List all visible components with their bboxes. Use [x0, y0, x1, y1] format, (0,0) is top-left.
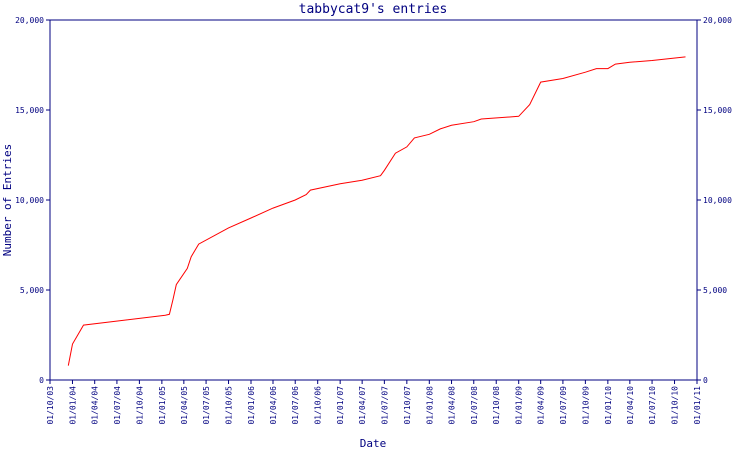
x-tick-label: 01/04/08	[448, 386, 457, 425]
x-tick-label: 01/04/07	[358, 386, 367, 425]
x-tick-label: 01/07/06	[291, 386, 300, 425]
y2-tick-label: 20,000	[703, 16, 732, 25]
x-tick-label: 01/01/10	[604, 386, 613, 425]
y2-tick-label: 10,000	[703, 196, 732, 205]
x-tick-label: 01/01/09	[515, 386, 524, 425]
x-tick-label: 01/01/06	[247, 386, 256, 425]
x-tick-label: 01/10/04	[135, 386, 144, 425]
y-tick-label: 20,000	[15, 16, 44, 25]
x-tick-label: 01/01/07	[336, 386, 345, 425]
y-tick-label: 15,000	[15, 106, 44, 115]
x-tick-label: 01/04/05	[180, 386, 189, 425]
x-tick-label: 01/07/05	[202, 386, 211, 425]
x-tick-label: 01/10/05	[225, 386, 234, 425]
x-tick-label: 01/04/10	[626, 386, 635, 425]
x-tick-label: 01/01/05	[158, 386, 167, 425]
x-tick-label: 01/10/08	[492, 386, 501, 425]
x-tick-label: 01/07/10	[648, 386, 657, 425]
x-tick-label: 01/01/08	[425, 386, 434, 425]
x-tick-label: 01/04/09	[537, 386, 546, 425]
x-tick-label: 01/07/04	[113, 386, 122, 425]
x-tick-label: 01/01/04	[68, 386, 77, 425]
y2-tick-label: 15,000	[703, 106, 732, 115]
y-axis-label: Number of Entries	[1, 144, 14, 257]
y2-tick-label: 5,000	[703, 286, 727, 295]
y2-tick-label: 0	[703, 376, 708, 385]
x-tick-label: 01/07/07	[380, 386, 389, 425]
x-tick-label: 01/10/09	[581, 386, 590, 425]
x-tick-label: 01/10/07	[403, 386, 412, 425]
y-tick-label: 0	[39, 376, 44, 385]
x-tick-label: 01/04/04	[91, 386, 100, 425]
plot-frame	[49, 19, 698, 381]
x-tick-label: 01/04/06	[269, 386, 278, 425]
x-tick-label: 01/01/11	[693, 386, 702, 425]
y-tick-label: 10,000	[15, 196, 44, 205]
x-tick-label: 01/10/03	[46, 386, 55, 425]
y-tick-label: 5,000	[20, 286, 44, 295]
x-axis-label: Date	[360, 437, 387, 450]
x-tick-label: 01/10/10	[671, 386, 680, 425]
x-tick-label: 01/07/09	[559, 386, 568, 425]
data-line	[67, 56, 686, 366]
chart-title: tabbycat9's entries	[299, 2, 448, 17]
x-tick-label: 01/10/06	[314, 386, 323, 425]
x-tick-label: 01/07/08	[470, 386, 479, 425]
